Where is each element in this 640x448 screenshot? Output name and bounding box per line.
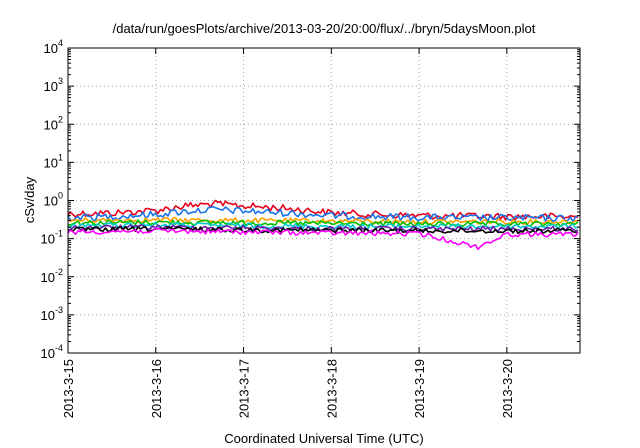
y-tick-label: 10-1 bbox=[41, 229, 63, 247]
series-group bbox=[67, 199, 579, 251]
y-tick-label: 102 bbox=[44, 114, 63, 132]
y-tick-label: 10-2 bbox=[41, 267, 63, 285]
x-axis-label: Coordinated Universal Time (UTC) bbox=[224, 431, 423, 446]
ticks bbox=[67, 47, 580, 354]
y-tick-label: 103 bbox=[44, 76, 63, 94]
x-tick-label: 2013-3-18 bbox=[324, 359, 339, 418]
x-tick-label: 2013-3-17 bbox=[237, 359, 252, 418]
y-tick-label: 101 bbox=[44, 152, 63, 170]
series-line-8 bbox=[67, 227, 579, 251]
x-tick-labels: 2013-3-15 2013-3-16 2013-3-17 2013-3-18 2013… bbox=[61, 359, 515, 418]
series-line-2 bbox=[67, 205, 579, 223]
x-tick-label: 2013-3-16 bbox=[149, 359, 164, 418]
x-tick-label: 2013-3-19 bbox=[412, 359, 427, 418]
y-tick-labels: 10-4 10-3 10-2 10-1 100 101 102 103 104 bbox=[41, 38, 63, 361]
grid-lines bbox=[68, 48, 580, 353]
y-tick-label: 104 bbox=[44, 38, 63, 56]
series-line-4 bbox=[68, 219, 579, 228]
x-tick-label: 2013-3-15 bbox=[61, 359, 76, 418]
chart-title: /data/run/goesPlots/archive/2013-03-20/2… bbox=[113, 21, 536, 36]
x-tick-label: 2013-3-20 bbox=[500, 359, 515, 418]
y-tick-label: 100 bbox=[44, 191, 63, 209]
y-axis-label: cSv/day bbox=[22, 176, 37, 223]
y-tick-label: 10-3 bbox=[41, 305, 63, 323]
y-tick-label: 10-4 bbox=[41, 343, 63, 361]
